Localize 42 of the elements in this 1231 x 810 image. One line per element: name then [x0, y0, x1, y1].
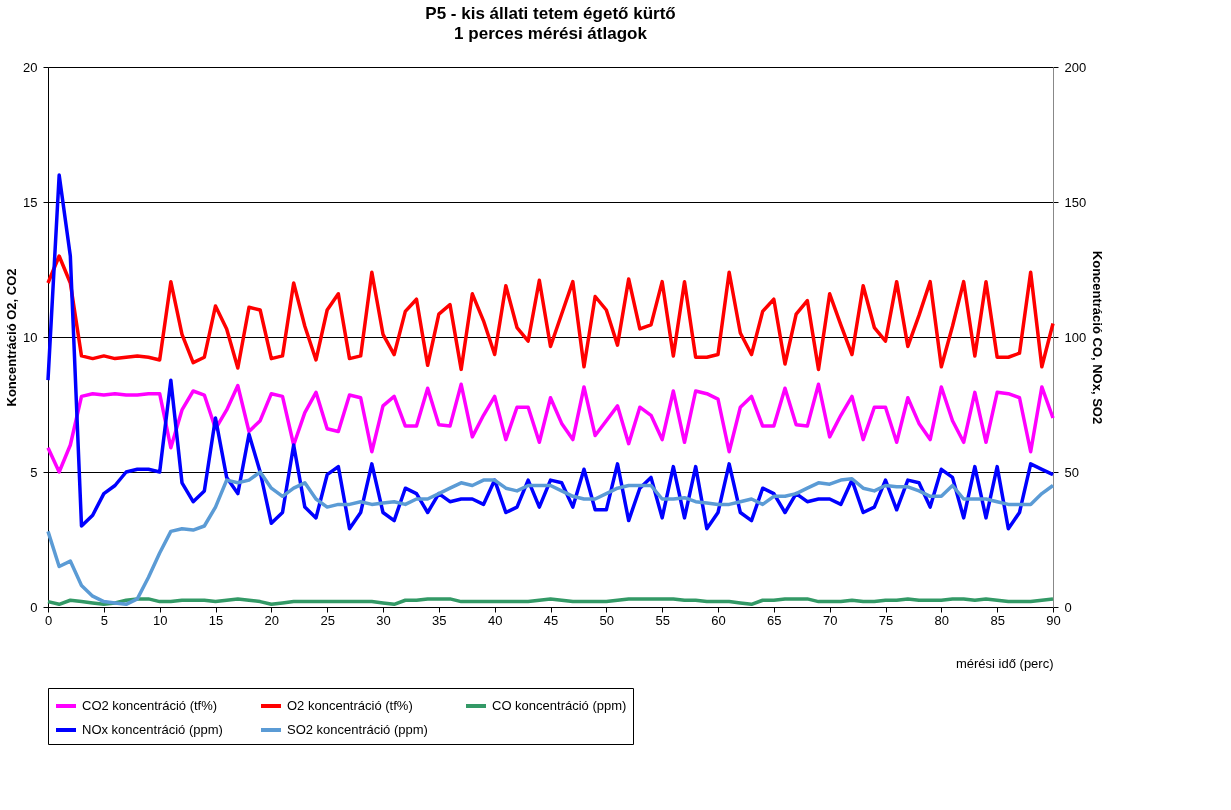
- x-tick-label: 10: [152, 612, 168, 628]
- x-tick-label: 30: [376, 612, 391, 628]
- line-series: [46, 173, 1055, 531]
- y-tick-label: 10: [23, 329, 38, 345]
- y-tick-label: 20: [23, 59, 38, 75]
- legend-label: SO2 koncentráció (ppm): [287, 722, 428, 737]
- y2-tick-label: 100: [1064, 329, 1087, 345]
- x-tick-label: 70: [822, 612, 838, 628]
- x-tick-label: 5: [100, 612, 108, 628]
- x-tick-label: 50: [599, 612, 615, 628]
- y-tick-label: 0: [30, 599, 38, 615]
- x-tick-label: 80: [934, 612, 950, 628]
- line-series: [46, 382, 1055, 474]
- x-tick-label: 0: [44, 612, 53, 628]
- x-tick-label: 15: [208, 612, 224, 628]
- y2-axis-title: Koncentráció CO, NOx, SO2: [1090, 250, 1106, 425]
- x-tick-label: 85: [990, 612, 1005, 628]
- chart-subtitle: 1 perces mérési átlagok: [454, 24, 648, 43]
- legend-label: NOx koncentráció (ppm): [82, 722, 223, 737]
- x-tick-label: 40: [487, 612, 503, 628]
- x-tick-label: 45: [543, 612, 559, 628]
- legend-label: CO2 koncentráció (tf%): [82, 698, 218, 713]
- x-tick-label: 90: [1046, 612, 1061, 628]
- legend-label: CO koncentráció (ppm): [492, 698, 627, 713]
- y2-tick-label: 150: [1064, 194, 1087, 210]
- y2-tick-label: 200: [1064, 59, 1087, 75]
- chart-title: P5 - kis állati tetem égető kürtő: [425, 4, 676, 23]
- x-tick-label: 60: [711, 612, 726, 628]
- x-tick-label: 75: [878, 612, 894, 628]
- x-tick-label: 25: [320, 612, 335, 628]
- line-series: [46, 254, 1055, 372]
- x-tick-label: 55: [655, 612, 670, 628]
- y2-tick-label: 0: [1064, 599, 1072, 615]
- x-axis-title: mérési idő (perc): [955, 655, 1054, 671]
- y-tick-label: 5: [30, 464, 38, 480]
- y2-tick-label: 50: [1064, 464, 1079, 480]
- y-tick-label: 15: [23, 194, 38, 210]
- y-axis-title: Koncentráció O2, CO2: [4, 268, 20, 407]
- x-tick-label: 20: [264, 612, 280, 628]
- x-tick-label: 35: [432, 612, 447, 628]
- legend-label: O2 koncentráció (tf%): [287, 698, 413, 713]
- x-tick-label: 65: [767, 612, 782, 628]
